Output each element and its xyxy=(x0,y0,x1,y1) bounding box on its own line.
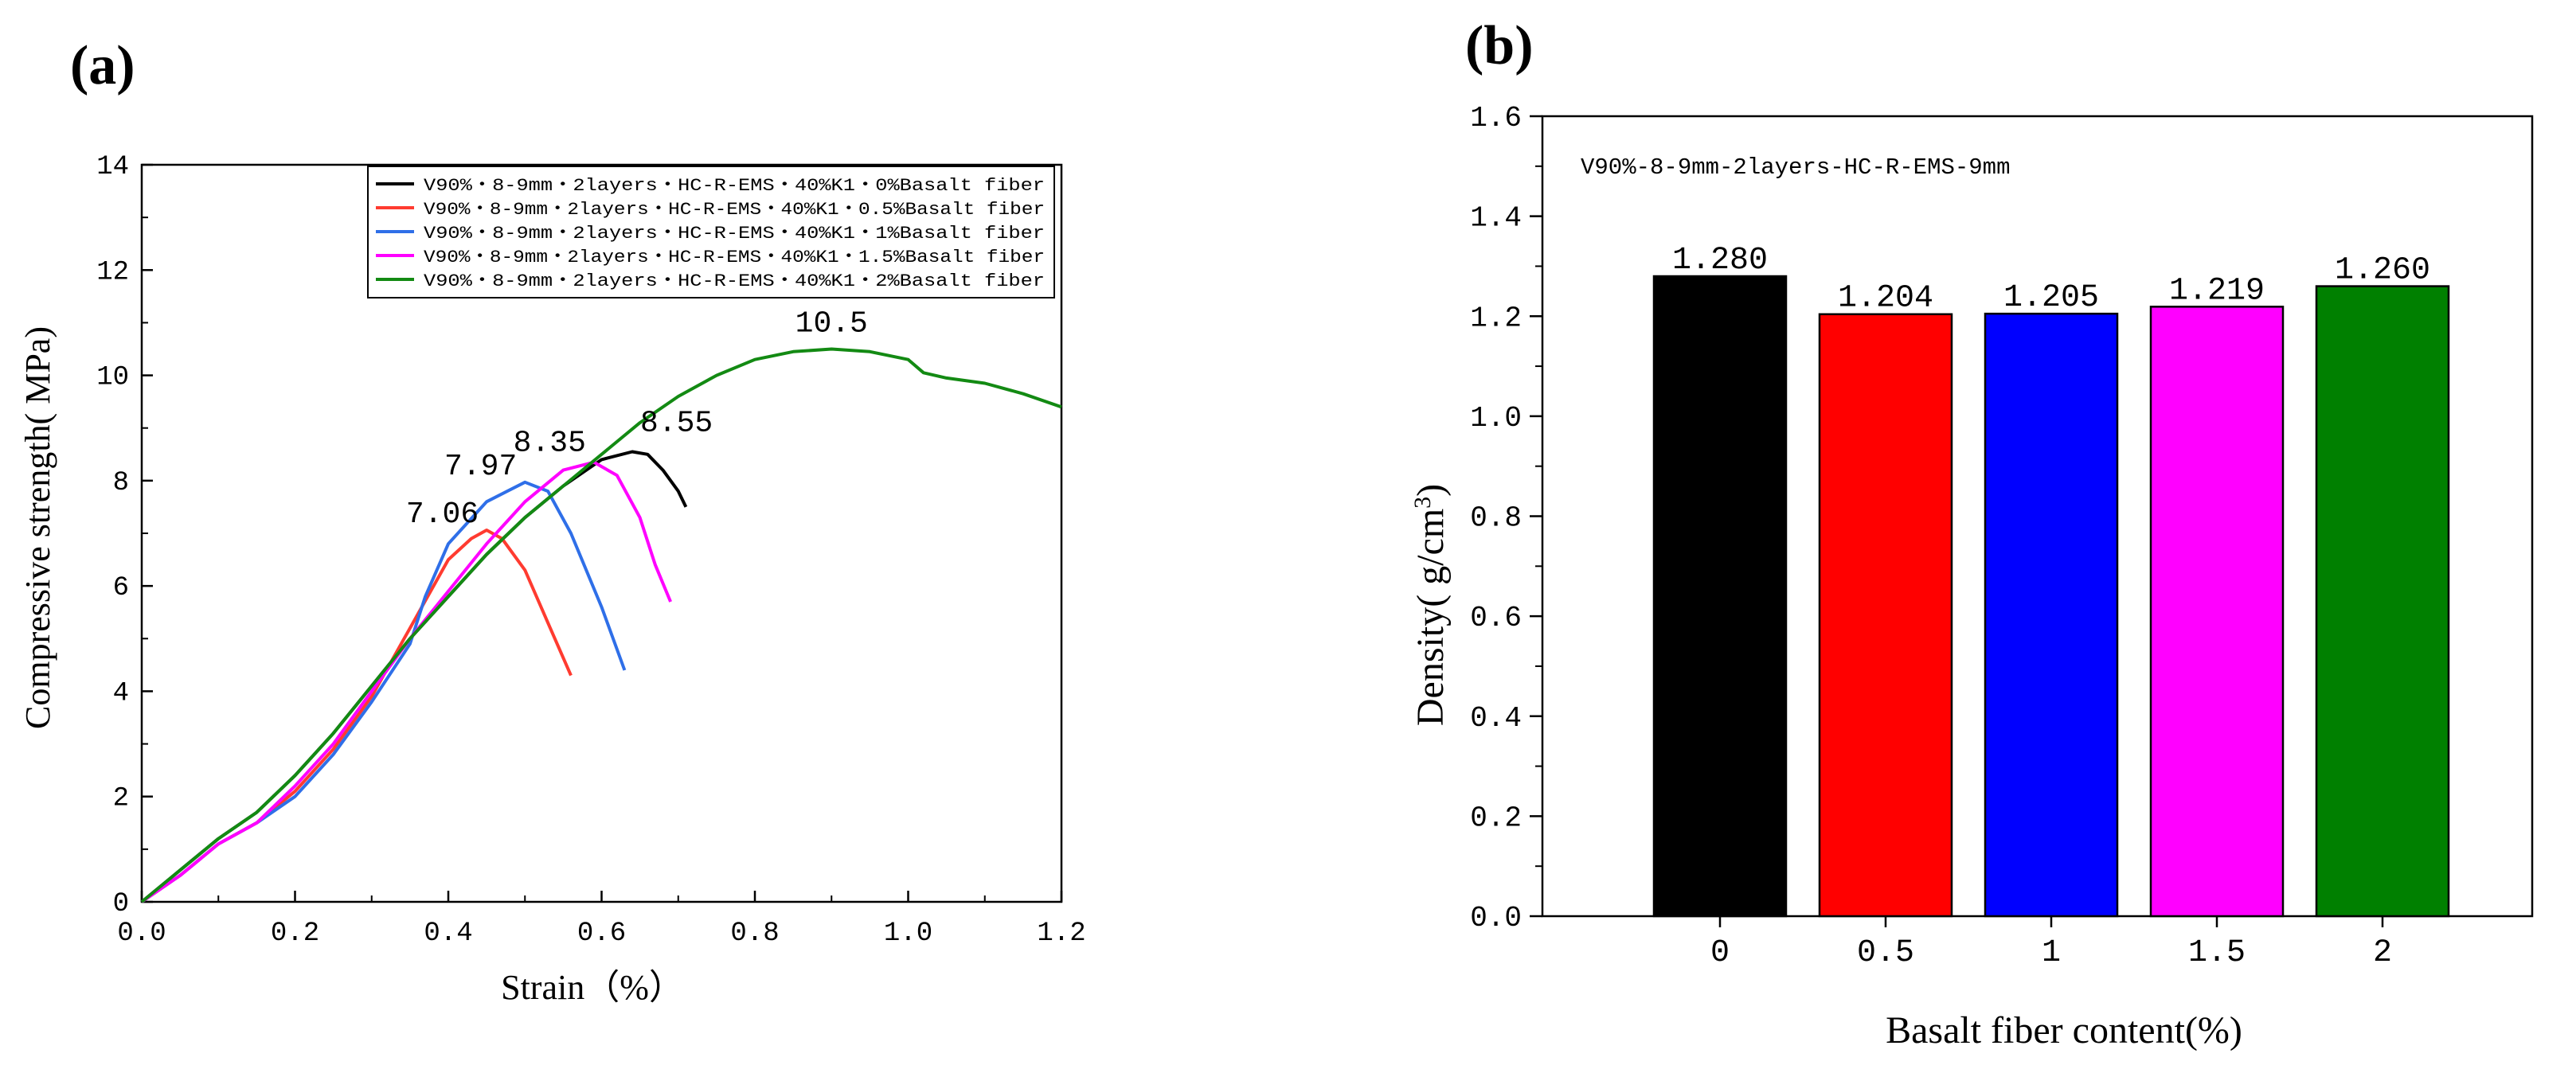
chart-b-x-tick-label-2: 1 xyxy=(2042,935,2061,971)
chart-a-x-tick-label: 1.2 xyxy=(1037,919,1085,949)
chart-a-x-axis-label: Strain（%） xyxy=(501,968,684,1007)
chart-a-series-group xyxy=(140,347,1062,903)
chart-b-bar-1 xyxy=(1818,313,1953,918)
chart-b-bar-value-label-2: 1.205 xyxy=(2003,280,2099,316)
chart-b-y-tick-label: 1.4 xyxy=(1470,202,1522,235)
chart-a-peak-label-3: 8.35 xyxy=(514,427,586,461)
chart-b-y-tick-label: 0.0 xyxy=(1470,902,1522,934)
chart-a-peak-label-2: 7.97 xyxy=(444,450,517,484)
chart-b-bars-group: 1.280 1.204 1.205 1.219 1.260 xyxy=(1652,243,2450,918)
chart-b-x-tick-label-4: 2 xyxy=(2373,935,2392,971)
chart-a-x-tick-label: 0.6 xyxy=(577,919,626,949)
chart-b-bar-value-label-4: 1.260 xyxy=(2335,253,2430,289)
chart-a-x-tick-label: 0.4 xyxy=(424,919,472,949)
chart-b-bar-0 xyxy=(1652,275,1788,918)
chart-b-bar-3 xyxy=(2149,306,2285,918)
chart-a-legend-entry-2: V90%・8-9mm・2layers・HC-R-EMS・40%K1・1%Basa… xyxy=(424,224,1045,244)
chart-a-y-tick-label: 14 xyxy=(96,152,129,182)
panel-label-a: (a) xyxy=(70,35,135,96)
chart-a-peak-label-1: 7.06 xyxy=(406,497,479,532)
chart-a-y-tick-label: 6 xyxy=(113,573,129,603)
chart-a-x-tick-label: 0.0 xyxy=(117,919,166,949)
chart-a-y-tick-label: 8 xyxy=(113,468,129,498)
chart-b-x-tick-label-1: 0.5 xyxy=(1857,935,1914,971)
chart-b-y-axis-label-superscript: 3 xyxy=(1409,497,1436,509)
panel-b-bar-chart: (b) 0.0 0.2 0.4 0.6 0.8 1.0 1.2 1.4 1.6 0 0.5 1 1.5 2… xyxy=(1409,15,2534,1051)
chart-b-y-tick-label: 0.2 xyxy=(1470,802,1522,834)
chart-b-bar-value-label-0: 1.280 xyxy=(1672,243,1768,279)
chart-a-y-tick-label: 10 xyxy=(96,363,129,393)
chart-a-y-tick-label: 0 xyxy=(113,889,129,919)
chart-b-y-axis-label-main: Density( g/cm xyxy=(1409,509,1452,726)
chart-a-y-tick-label: 12 xyxy=(96,257,129,287)
chart-b-bar-4 xyxy=(2315,285,2450,918)
chart-b-y-tick-label: 1.6 xyxy=(1470,102,1522,135)
chart-a-peak-label-4: 10.5 xyxy=(795,307,868,341)
chart-b-y-tick-label: 0.4 xyxy=(1470,702,1522,735)
chart-a-x-tick-label: 1.0 xyxy=(884,919,932,949)
chart-b-y-axis-label-end: ) xyxy=(1409,484,1452,497)
panel-label-b: (b) xyxy=(1465,15,1534,76)
chart-a-peak-labels: 8.55 7.06 7.978.35 10.5 xyxy=(406,307,868,533)
chart-b-bar-value-label-1: 1.204 xyxy=(1838,281,1933,317)
chart-b-y-axis-label: Density( g/cm3) xyxy=(1409,484,1452,726)
chart-a-x-tick-label: 0.8 xyxy=(730,919,779,949)
chart-a-legend-entry-0: V90%・8-9mm・2layers・HC-R-EMS・40%K1・0%Basa… xyxy=(424,176,1045,196)
chart-a-legend-entry-3: V90%・8-9mm・2layers・HC-R-EMS・40%K1・1.5%Ba… xyxy=(424,248,1045,267)
chart-a-y-axis-label: Compressive strength( MPa) xyxy=(18,326,57,729)
chart-a-series-line-3 xyxy=(140,460,672,903)
chart-b-bar-2 xyxy=(1984,312,2119,918)
chart-a-axes: 0.0 0.2 0.4 0.6 0.8 1.0 1.2 0 2 4 6 8 10 12 14 xyxy=(96,152,1085,949)
chart-b-axes: 0.0 0.2 0.4 0.6 0.8 1.0 1.2 1.4 1.6 0 0.5 1 1.5 2 xyxy=(1470,102,2534,971)
chart-b-annotation: V90%-8-9mm-2layers-HC-R-EMS-9mm xyxy=(1581,154,2011,181)
chart-a-series-line-4 xyxy=(140,347,1062,903)
chart-b-x-tick-label-0: 0 xyxy=(1710,935,1730,971)
chart-b-x-tick-label-3: 1.5 xyxy=(2188,935,2246,971)
chart-a-legend-entry-1: V90%・8-9mm・2layers・HC-R-EMS・40%K1・0.5%Ba… xyxy=(424,200,1045,220)
chart-a-x-tick-label: 0.2 xyxy=(271,919,319,949)
chart-b-y-tick-label: 0.6 xyxy=(1470,602,1522,634)
chart-b-y-tick-label: 0.8 xyxy=(1470,502,1522,535)
chart-a-peak-label-0: 8.55 xyxy=(640,406,713,440)
chart-b-x-axis-label: Basalt fiber content(%) xyxy=(1886,1009,2242,1051)
chart-a-legend-box xyxy=(367,166,1055,298)
chart-a-legend: V90%・8-9mm・2layers・HC-R-EMS・40%K1・0%Basa… xyxy=(367,166,1055,298)
chart-b-bar-value-label-3: 1.219 xyxy=(2169,273,2265,309)
chart-b-y-tick-label: 1.2 xyxy=(1470,302,1522,334)
panel-a-line-chart: (a) 0.0 0.2 0.4 0.6 0.8 1.0 1.2 0 2 4 6 8 10 12 14 8.5… xyxy=(18,35,1086,1007)
chart-a-y-tick-label: 4 xyxy=(113,678,129,708)
chart-b-y-tick-label: 1.0 xyxy=(1470,402,1522,435)
chart-a-legend-entry-4: V90%・8-9mm・2layers・HC-R-EMS・40%K1・2%Basa… xyxy=(424,271,1045,291)
chart-a-y-tick-label: 2 xyxy=(113,784,129,814)
